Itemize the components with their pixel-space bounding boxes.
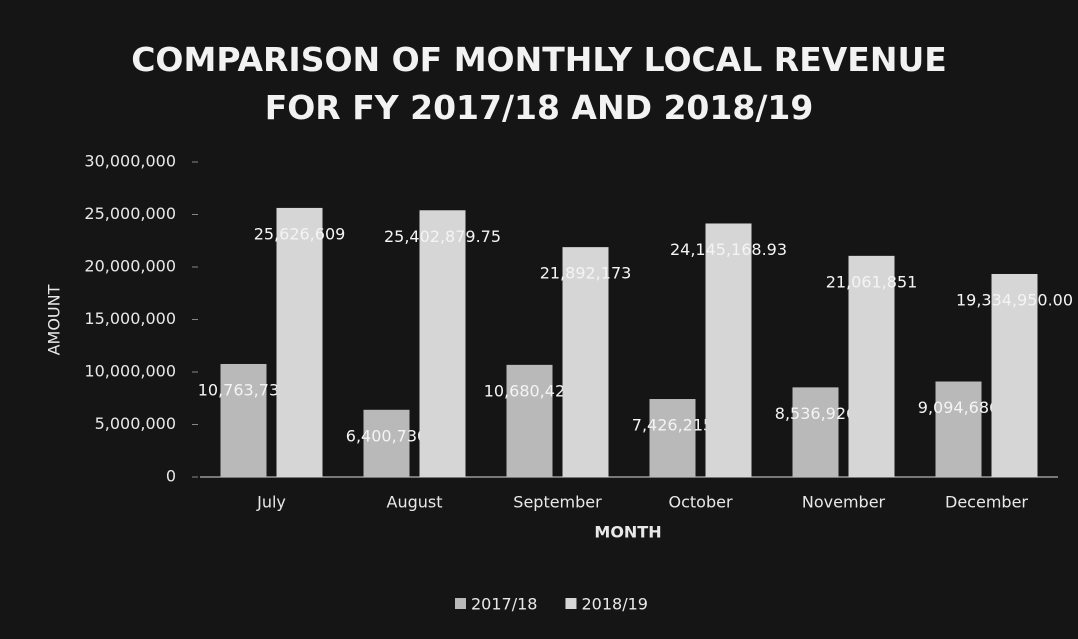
- bar: [792, 387, 839, 477]
- value-label: 10,680,421: [484, 381, 576, 400]
- bar: [935, 381, 982, 477]
- value-label: 7,426,215: [632, 416, 713, 435]
- x-axis-label: MONTH: [594, 523, 661, 542]
- y-tick-label: 15,000,000: [84, 309, 176, 328]
- value-label: 25,402,879.75: [384, 227, 501, 246]
- bar: [848, 255, 895, 477]
- bar: [562, 247, 609, 477]
- x-tick-label: August: [387, 493, 443, 512]
- value-label: 9,094,686: [918, 398, 999, 417]
- bar: [649, 399, 696, 477]
- bar: [419, 210, 466, 477]
- y-tick-label: 25,000,000: [84, 204, 176, 223]
- value-label: 6,400,730: [346, 426, 427, 445]
- x-tick-label: December: [945, 493, 1028, 512]
- x-tick-label: November: [802, 493, 886, 512]
- legend-label: 2017/18: [471, 595, 537, 614]
- y-axis-label: AMOUNT: [45, 284, 64, 355]
- value-label: 10,763,732: [198, 380, 290, 399]
- x-tick-label: July: [256, 493, 286, 512]
- legend-swatch: [455, 598, 466, 609]
- value-label: 21,892,173: [540, 264, 632, 283]
- bar: [991, 273, 1038, 477]
- x-tick-label: October: [668, 493, 732, 512]
- value-label: 21,061,851: [826, 272, 918, 291]
- y-tick-label: 10,000,000: [84, 362, 176, 381]
- value-label: 8,536,926: [775, 404, 856, 423]
- legend-label: 2018/19: [581, 595, 647, 614]
- y-tick-label: 5,000,000: [95, 414, 176, 433]
- y-tick-label: 0: [166, 467, 176, 486]
- bar: [220, 363, 267, 477]
- bar: [276, 207, 323, 478]
- value-label: 25,626,609: [254, 224, 346, 243]
- bar: [363, 409, 410, 477]
- legend-swatch: [565, 598, 577, 609]
- x-tick-label: September: [513, 493, 602, 512]
- y-tick-label: 20,000,000: [84, 257, 176, 276]
- bar: [506, 364, 553, 477]
- chart-title: COMPARISON OF MONTHLY LOCAL REVENUE FOR …: [131, 40, 947, 127]
- value-label: 24,145,168.93: [670, 240, 787, 259]
- value-label: 19,334,950.00: [956, 290, 1073, 309]
- y-tick-label: 30,000,000: [84, 152, 176, 171]
- bar: [705, 223, 752, 477]
